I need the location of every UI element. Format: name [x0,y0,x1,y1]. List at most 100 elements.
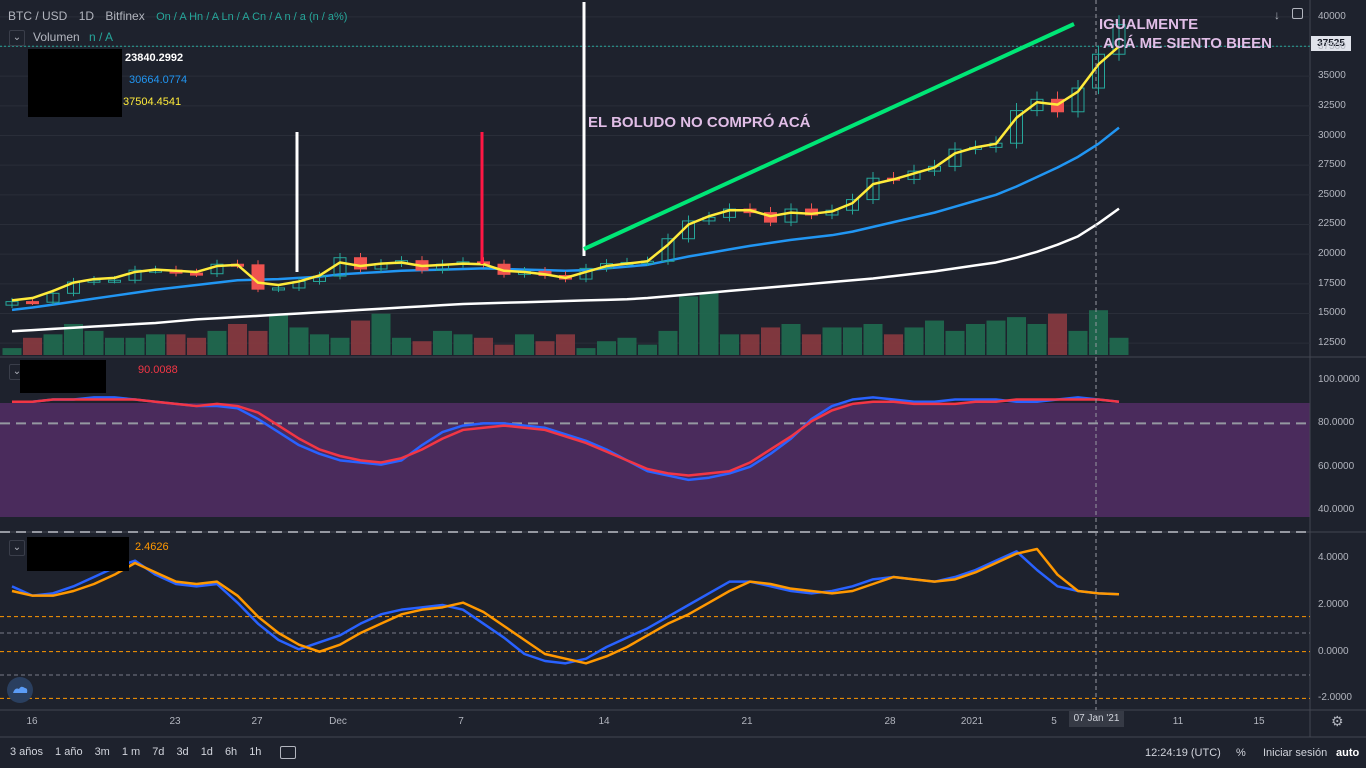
volume-bar [43,334,63,355]
range-button[interactable]: 3m [94,746,110,758]
macd-signal-line [11,547,1120,665]
stoch-tick-label: 80.0000 [1318,417,1355,429]
ma-slow-value: 23840.2992 [125,52,184,64]
login-button[interactable]: Iniciar sesión [1263,747,1328,759]
chevron-down-icon[interactable]: ⌄ [9,30,25,46]
volume-bar [84,330,104,355]
ma-mid-line [11,126,1120,312]
volume-bar [699,293,719,355]
cloud-icon [13,686,28,693]
range-button[interactable]: 6h [224,746,238,758]
range-button[interactable]: 7d [152,746,165,758]
stoch-tick-label: 60.0000 [1318,460,1355,472]
volume-bar [884,334,903,355]
volume-bar [2,348,22,355]
volume-bar [925,320,944,355]
volume-bar [1048,313,1067,355]
fullscreen-icon[interactable] [1292,8,1303,19]
volume-bar [351,320,370,355]
price-tick-label: 30000 [1318,129,1346,141]
redacted-block [27,537,129,571]
volume-bar [781,324,801,355]
stoch-d-line [12,398,1120,477]
volume-bar [146,334,165,355]
symbol-name: BTC / USD [8,9,68,23]
candle-body [354,257,367,270]
candle-body [128,269,142,281]
volume-bar [187,337,206,355]
volume-bar [1027,324,1047,355]
candle-body [272,287,285,291]
volume-label: Volumen [33,30,80,44]
volume-bar [966,324,985,355]
price-tick-label: 20000 [1318,248,1346,260]
volume-bar [986,320,1006,355]
time-tick-label: 21 [741,716,753,727]
range-button[interactable]: 1 m [121,746,141,758]
chevron-down-icon[interactable]: ⌄ [9,540,25,556]
volume-bar [310,334,329,355]
volume-legend[interactable]: Volumen n / A [33,30,113,44]
volume-bar [289,327,309,355]
range-button[interactable]: 1h [249,746,262,758]
volume-bar [761,327,780,355]
time-tick-label: 14 [598,716,610,727]
volume-bar [392,337,411,355]
volume-bar [248,330,268,355]
volume-bar [740,334,760,355]
calendar-range-icon[interactable] [280,746,296,759]
stoch-tick-label: 100.0000 [1318,374,1360,385]
range-button[interactable]: 1 año [55,746,83,758]
time-tick-label: 2021 [960,716,984,727]
ohlc-values: On / A Hn / A Ln / A Cn / A n / a (n / a… [156,11,348,23]
price-tick-label: 37500 [1318,40,1346,52]
volume-bar [125,337,145,355]
volume-bar [843,327,862,355]
volume-bar [433,330,452,355]
macd-value: 2.4626 [135,541,169,553]
range-button[interactable]: 1d [200,746,213,758]
volume-bar [23,337,42,355]
price-tick-label: 15000 [1318,307,1346,319]
volume-bar [904,327,924,355]
stoch-tick-label: 40.0000 [1318,504,1355,516]
volume-bar [1089,310,1108,355]
percent-toggle[interactable]: % [1236,747,1246,759]
price-tick-label: 25000 [1318,188,1346,200]
volume-bar [556,334,575,355]
volume-bar [228,324,247,355]
candle-body [5,301,19,306]
time-tick-label: 27 [251,716,263,727]
volume-bar [1068,330,1088,355]
ma-mid-value: 30664.0774 [129,74,188,86]
gear-icon[interactable]: ⚙ [1331,713,1344,729]
volume-bar [453,334,473,355]
candle-body [1030,98,1044,112]
volume-bar [576,348,596,355]
annotation-middle: EL BOLUDO NO COMPRÓ ACÁ [588,114,811,131]
crosshair-date-label: 07 Jan '21 [1069,711,1124,727]
candle-body [1112,24,1126,55]
volume-bar [1007,317,1026,355]
exchange: Bitfinex [105,9,145,23]
price-tick-label: 32500 [1318,99,1346,111]
tradingview-logo[interactable] [7,677,33,703]
time-tick-label: 5 [1051,716,1057,727]
range-button[interactable]: 3 años [10,746,44,758]
volume-bar [617,337,637,355]
clock-time[interactable]: 12:24:19 (UTC) [1145,747,1221,759]
volume-bar [638,344,657,355]
range-button[interactable]: 3d [176,746,189,758]
auto-scale-toggle[interactable]: auto [1336,747,1360,759]
time-tick-label: 16 [26,716,38,727]
candle-body [784,208,798,223]
redacted-block [28,49,122,117]
candle-body [46,292,60,303]
interval: 1D [78,9,95,23]
arrow-down-icon[interactable]: ↓ [1274,8,1280,22]
main-pane-bg [0,0,1310,355]
volume-bar [802,334,821,355]
candle-body [1071,87,1085,113]
symbol-header[interactable]: BTC / USD 1D Bitfinex On / A Hn / A Ln /… [8,9,347,23]
